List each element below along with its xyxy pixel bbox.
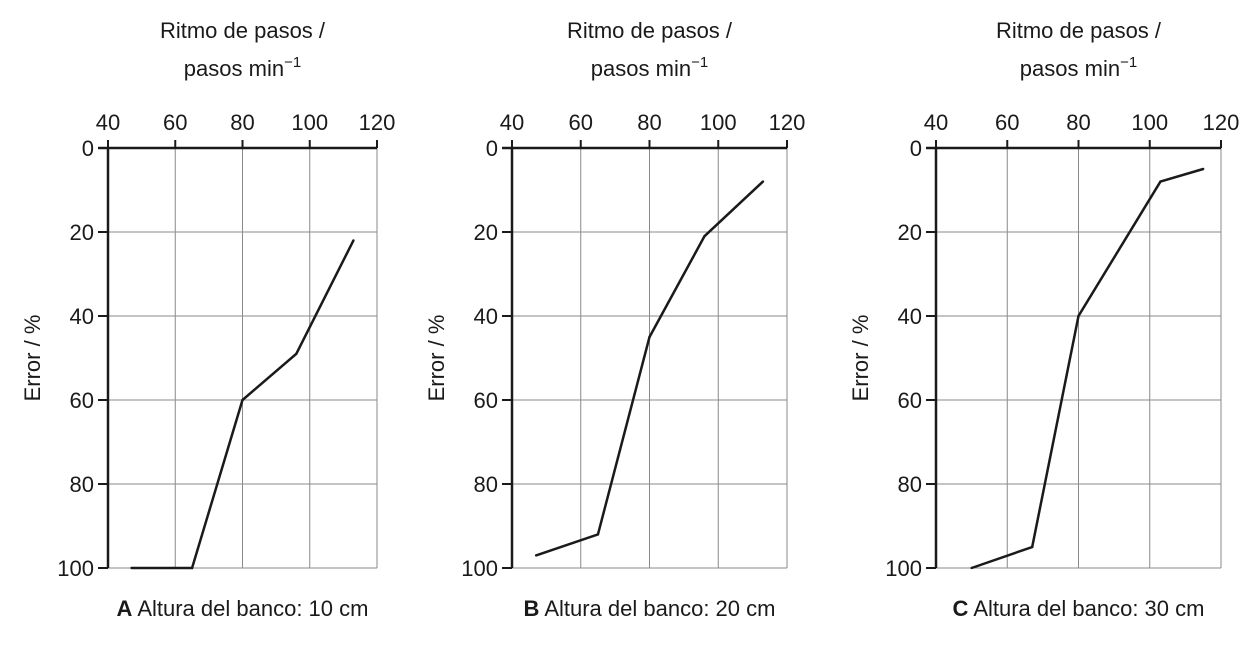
data-point xyxy=(241,398,244,402)
panel-caption-text: Altura del banco: 30 cm xyxy=(968,596,1204,621)
chart-panel-b: 40 60 80 100 120 0 20 40 60 80 100 Ritmo de pasos /… xyxy=(424,18,805,621)
y-axis-title: Error / % xyxy=(20,315,45,402)
y-tick-label: 0 xyxy=(82,136,94,161)
data-point xyxy=(295,352,298,355)
x-axis-title-line1: Ritmo de pasos / xyxy=(160,18,326,43)
data-point xyxy=(703,235,706,238)
y-tick-label: 40 xyxy=(898,304,922,329)
panel-caption-text: Altura del banco: 10 cm xyxy=(132,596,368,621)
y-tick-label: 100 xyxy=(461,556,498,581)
data-point xyxy=(190,566,194,570)
panel-caption: B Altura del banco: 20 cm xyxy=(524,596,776,621)
data-point xyxy=(1077,314,1080,318)
data-point xyxy=(970,566,973,570)
y-axis-title: Error / % xyxy=(424,315,449,402)
data-point xyxy=(596,533,600,536)
y-tick-label: 20 xyxy=(474,220,498,245)
x-tick-label: 40 xyxy=(96,110,120,135)
x-axis-title-exponent: −1 xyxy=(691,54,708,71)
x-tick-label: 60 xyxy=(569,110,593,135)
data-point xyxy=(1030,545,1034,549)
y-tick-label: 0 xyxy=(910,136,922,161)
y-tick-label: 80 xyxy=(474,472,498,497)
x-tick-label: 40 xyxy=(500,110,524,135)
data-point xyxy=(1201,167,1205,171)
panel-caption-text: Altura del banco: 20 cm xyxy=(539,596,775,621)
x-tick-label: 120 xyxy=(1203,110,1240,135)
x-tick-label: 120 xyxy=(769,110,806,135)
y-tick-label: 60 xyxy=(474,388,498,413)
y-axis-title: Error / % xyxy=(848,315,873,402)
x-tick-label: 40 xyxy=(924,110,948,135)
panel-letter: A xyxy=(117,596,133,621)
y-tick-label: 20 xyxy=(898,220,922,245)
x-axis-title-exponent: −1 xyxy=(284,54,301,71)
x-tick-label: 80 xyxy=(230,110,254,135)
panel-letter: C xyxy=(953,596,969,621)
y-tick-label: 80 xyxy=(70,472,94,497)
x-tick-label: 80 xyxy=(1066,110,1090,135)
data-line xyxy=(971,167,1204,570)
x-axis-title-line2: pasos min−1 xyxy=(591,54,708,81)
y-tick-label: 0 xyxy=(486,136,498,161)
panel-caption: C Altura del banco: 30 cm xyxy=(953,596,1205,621)
y-tick-label: 100 xyxy=(885,556,922,581)
x-tick-label: 100 xyxy=(700,110,737,135)
x-tick-label: 60 xyxy=(163,110,187,135)
y-tick-label: 20 xyxy=(70,220,94,245)
x-axis-title-line2: pasos min−1 xyxy=(1020,54,1137,81)
panel-caption: A Altura del banco: 10 cm xyxy=(117,596,369,621)
y-tick-label: 100 xyxy=(57,556,94,581)
chart-panel-a: 40 60 80 100 120 0 20 40 60 80 100 Ritmo de pasos /… xyxy=(20,18,395,621)
x-tick-label: 100 xyxy=(1131,110,1168,135)
data-point xyxy=(534,554,538,557)
y-tick-label: 60 xyxy=(898,388,922,413)
data-point xyxy=(352,239,355,242)
x-axis-title-line2: pasos min−1 xyxy=(184,54,301,81)
data-point xyxy=(130,566,133,570)
y-tick-label: 80 xyxy=(898,472,922,497)
x-tick-label: 60 xyxy=(995,110,1019,135)
x-tick-label: 100 xyxy=(291,110,328,135)
x-axis-title-line1: Ritmo de pasos / xyxy=(567,18,733,43)
chart-panel-c: 40 60 80 100 120 0 20 40 60 80 100 Ritmo de pasos /… xyxy=(848,18,1239,621)
data-point xyxy=(648,335,651,339)
data-point xyxy=(1159,180,1162,183)
panel-letter: B xyxy=(524,596,540,621)
y-tick-label: 40 xyxy=(70,304,94,329)
y-tick-label: 40 xyxy=(474,304,498,329)
y-tick-label: 60 xyxy=(70,388,94,413)
x-tick-label: 80 xyxy=(637,110,661,135)
x-tick-label: 120 xyxy=(359,110,396,135)
data-point xyxy=(761,180,765,183)
x-axis-title-line1: Ritmo de pasos / xyxy=(996,18,1162,43)
x-axis-title-exponent: −1 xyxy=(1120,54,1137,71)
